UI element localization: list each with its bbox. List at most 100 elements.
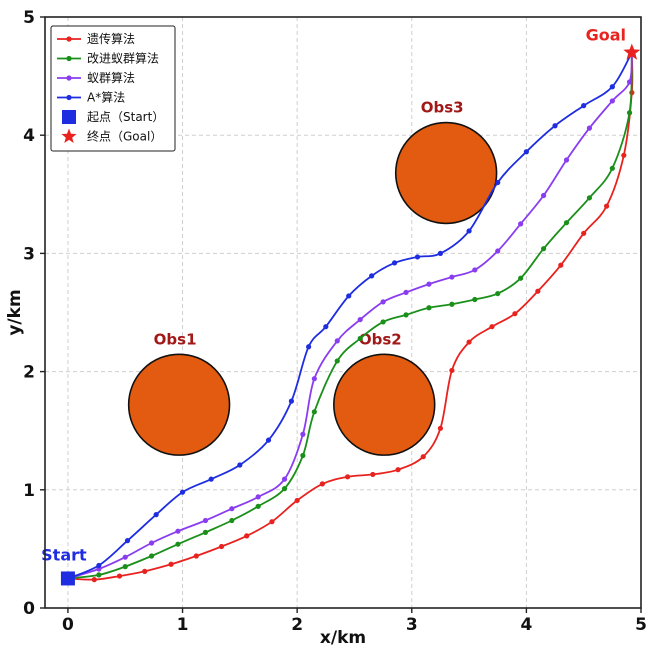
series-point — [244, 533, 250, 539]
series-point — [269, 519, 275, 525]
legend-start-label: 起点（Start） — [87, 110, 164, 124]
series-point — [288, 398, 295, 404]
series-point — [563, 157, 570, 163]
obstacle-circle — [333, 353, 436, 456]
series-point — [558, 262, 564, 268]
series-point — [552, 123, 558, 129]
series-point — [369, 273, 375, 279]
series-group — [67, 52, 635, 583]
series-point — [495, 290, 501, 297]
obstacle-circle — [394, 121, 498, 225]
y-tick-label: 0 — [23, 599, 35, 619]
x-tick-label: 2 — [291, 615, 303, 635]
x-tick-label: 5 — [635, 615, 647, 635]
series-point — [323, 324, 329, 330]
markers: Start Goal — [41, 25, 641, 586]
series-point — [229, 506, 235, 512]
series-point — [148, 540, 155, 546]
series-point — [495, 179, 501, 186]
series-0 — [67, 52, 635, 583]
series-point — [300, 452, 306, 459]
x-axis-label: x/km — [320, 628, 366, 648]
series-point — [306, 344, 312, 350]
series-point — [202, 529, 209, 535]
series-point — [380, 299, 386, 305]
series-point — [91, 577, 97, 583]
y-tick-label: 2 — [23, 363, 35, 383]
series-point — [403, 312, 409, 318]
series-point — [168, 561, 174, 567]
series-point — [96, 572, 102, 578]
series-point — [540, 192, 547, 199]
legend-item-goal: 终点（Goal） — [61, 128, 162, 144]
obstacle-label: Obs2 — [359, 330, 402, 348]
series-point — [581, 230, 587, 236]
series-3 — [67, 52, 633, 580]
obstacles: Obs1 Obs2 Obs3 — [127, 99, 498, 456]
series-point — [621, 152, 627, 158]
plot-frame — [44, 16, 642, 609]
series-point — [609, 165, 615, 171]
start-label: Start — [41, 545, 87, 564]
series-point — [175, 541, 181, 547]
series-point — [255, 494, 261, 500]
series-point — [175, 528, 181, 534]
legend-goal-marker — [61, 128, 77, 143]
x-tick-label: 4 — [520, 615, 532, 635]
legend-label: 遗传算法 — [87, 31, 135, 46]
series-point — [294, 497, 300, 504]
series-point — [420, 454, 426, 460]
series-point — [122, 564, 128, 570]
legend-item: A*算法 — [57, 90, 125, 105]
series-point — [311, 409, 317, 415]
goal-marker — [623, 43, 641, 60]
y-tick-label: 4 — [23, 126, 35, 146]
y-axis-label: y/km — [5, 289, 25, 335]
legend-start-marker — [62, 110, 76, 124]
series-point — [604, 203, 610, 209]
legend-box — [50, 25, 176, 152]
series-point — [124, 538, 131, 544]
series-point — [300, 431, 306, 437]
ticks: 0 1 2 3 4 5 0 1 2 3 4 5 — [23, 8, 647, 635]
series-point — [334, 358, 340, 364]
series-point — [311, 376, 317, 382]
series-point — [563, 220, 570, 226]
series-point — [426, 281, 432, 287]
series-point — [449, 301, 455, 307]
series-point — [586, 195, 593, 201]
series-point — [626, 110, 633, 116]
series-point — [319, 481, 325, 487]
series-point — [116, 573, 123, 579]
y-tick-label: 1 — [23, 481, 35, 501]
start-marker — [60, 571, 75, 586]
series-point — [437, 250, 444, 256]
series-point — [535, 288, 541, 294]
x-tick-label: 1 — [177, 615, 189, 635]
series-point — [255, 503, 261, 509]
series-point — [142, 568, 148, 574]
y-tick-label: 5 — [23, 8, 35, 28]
goal-label: Goal — [586, 25, 626, 44]
legend-goal-label: 终点（Goal） — [87, 129, 162, 144]
obstacle-label: Obs3 — [421, 99, 464, 117]
legend-item-start: 起点（Start） — [62, 110, 164, 124]
series-point — [466, 228, 472, 234]
series-point — [202, 517, 209, 524]
legend-item: 遗传算法 — [57, 31, 135, 46]
series-1 — [67, 52, 633, 580]
legend-item: 蚁群算法 — [57, 70, 135, 85]
series-point — [334, 338, 340, 344]
series-point — [495, 248, 501, 254]
series-point — [357, 316, 363, 323]
series-point — [193, 553, 199, 559]
series-point — [346, 293, 352, 299]
series-point — [281, 486, 288, 492]
y-tick-label: 3 — [23, 244, 35, 264]
series-point — [153, 512, 159, 518]
series-point — [609, 84, 615, 90]
obstacle-label: Obs1 — [154, 330, 197, 348]
series-point — [96, 562, 102, 569]
obstacle-circle — [127, 353, 231, 456]
series-point — [518, 221, 524, 227]
